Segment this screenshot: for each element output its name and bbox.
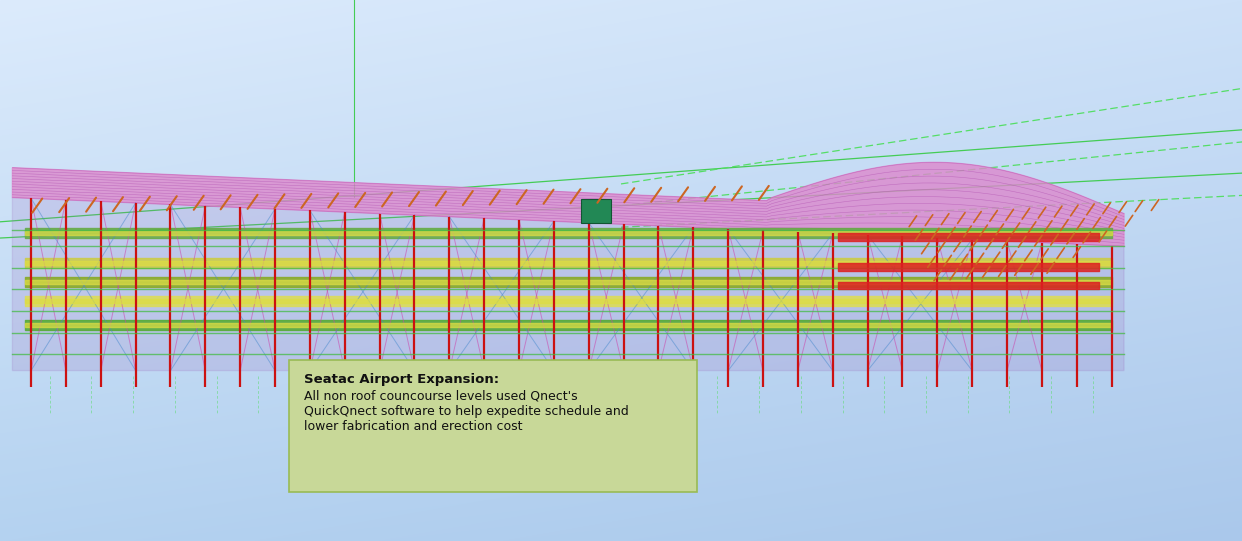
Text: lower fabrication and erection cost: lower fabrication and erection cost [304,420,523,433]
Polygon shape [12,162,1124,246]
Text: All non roof councourse levels used Qnect's: All non roof councourse levels used Qnec… [304,390,578,403]
Bar [581,199,611,223]
Text: Seatac Airport Expansion:: Seatac Airport Expansion: [304,373,499,386]
Polygon shape [12,197,1124,371]
Text: QuickQnect software to help expedite schedule and: QuickQnect software to help expedite sch… [304,405,628,418]
FancyBboxPatch shape [289,360,697,492]
